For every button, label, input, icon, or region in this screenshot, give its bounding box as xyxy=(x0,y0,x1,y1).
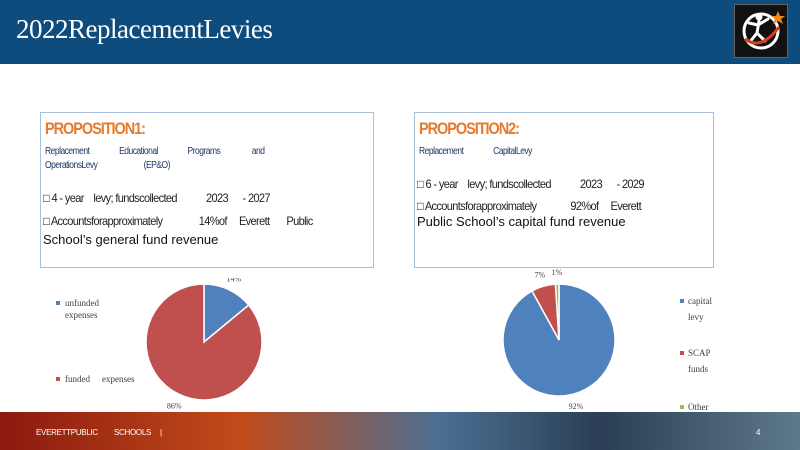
legend-marker-1 xyxy=(680,351,684,355)
legend-label-1-1: funds xyxy=(688,364,708,374)
legend-label-0-1: levy xyxy=(688,312,704,322)
slide-header xyxy=(0,0,800,64)
footer-schools: SCHOOLS xyxy=(114,428,152,437)
proposition2-box: PROPOSITION2: Replacement CapitalLevy □ … xyxy=(414,112,714,268)
legend-marker-2 xyxy=(680,405,684,409)
legend-label-1-0: funded xyxy=(65,374,90,384)
pie-slice-2 xyxy=(554,283,560,341)
proposition1-subtitle-line1: Replacement Educational Programs and xyxy=(45,146,265,157)
logo-graphic xyxy=(742,11,785,50)
legend-label-2-0: Other xyxy=(688,402,709,412)
proposition2-bullet-years: □ 6 - year levy; fundscollected 2023 - 2… xyxy=(417,177,645,191)
pie-slice-0 xyxy=(203,283,250,344)
proposition1-box: PROPOSITION1: Replacement Educational Pr… xyxy=(40,112,374,268)
page-number: 4 xyxy=(756,428,761,437)
pie-data-label-1: 7% xyxy=(535,271,546,280)
proposition1-bullet-percent: □ Accountsforapproximately 14%of Everett… xyxy=(43,214,313,228)
pie-data-label-2: 1% xyxy=(552,268,563,277)
legend-label-0-1: expenses xyxy=(65,310,98,320)
footer-district: EVERETTPUBLIC xyxy=(36,428,98,437)
pie-slice-1 xyxy=(145,283,263,401)
proposition2-bullet-percent: □ Accountsforapproximately 92%of Everett xyxy=(417,199,642,213)
legend-label-0-0: capital xyxy=(688,296,712,306)
proposition1-bullet-years: □ 4 - year levy; fundscollected 2023 - 2… xyxy=(43,191,271,205)
proposition2-bullet-continuation: Public School’s capital fund revenue xyxy=(417,214,626,229)
legend-marker-0 xyxy=(56,301,60,305)
proposition2-subtitle: Replacement CapitalLevy xyxy=(419,146,532,157)
pie-data-label-0: 92% xyxy=(569,402,584,411)
legend-label-0-0: unfunded xyxy=(65,298,99,308)
school-logo xyxy=(734,4,788,58)
pie-data-label-0: 14% xyxy=(226,278,241,284)
proposition1-heading: PROPOSITION1: xyxy=(45,119,146,138)
legend-label-1-0: SCAP xyxy=(688,348,711,358)
pie-data-label-1: 86% xyxy=(167,401,182,410)
capital-funding-pie-chart: 92% 7% 1% capital levy SCAP funds Other xyxy=(502,268,712,412)
legend-label-1-1: expenses xyxy=(102,374,135,384)
legend-marker-1 xyxy=(56,377,60,381)
proposition1-subtitle-line2: OperationsLevy (EP&O) xyxy=(45,160,170,171)
proposition1-bullet-continuation: School’s general fund revenue xyxy=(43,232,219,247)
proposition2-heading: PROPOSITION2: xyxy=(419,119,520,138)
footer-separator: | xyxy=(160,428,162,437)
ep-o-funding-pie-chart: 14% 86% unfunded expenses funded expenses xyxy=(56,278,263,410)
legend-marker-0 xyxy=(680,299,684,303)
slide-title: 2022ReplacementLevies xyxy=(16,14,273,44)
slide-footer xyxy=(0,412,800,450)
